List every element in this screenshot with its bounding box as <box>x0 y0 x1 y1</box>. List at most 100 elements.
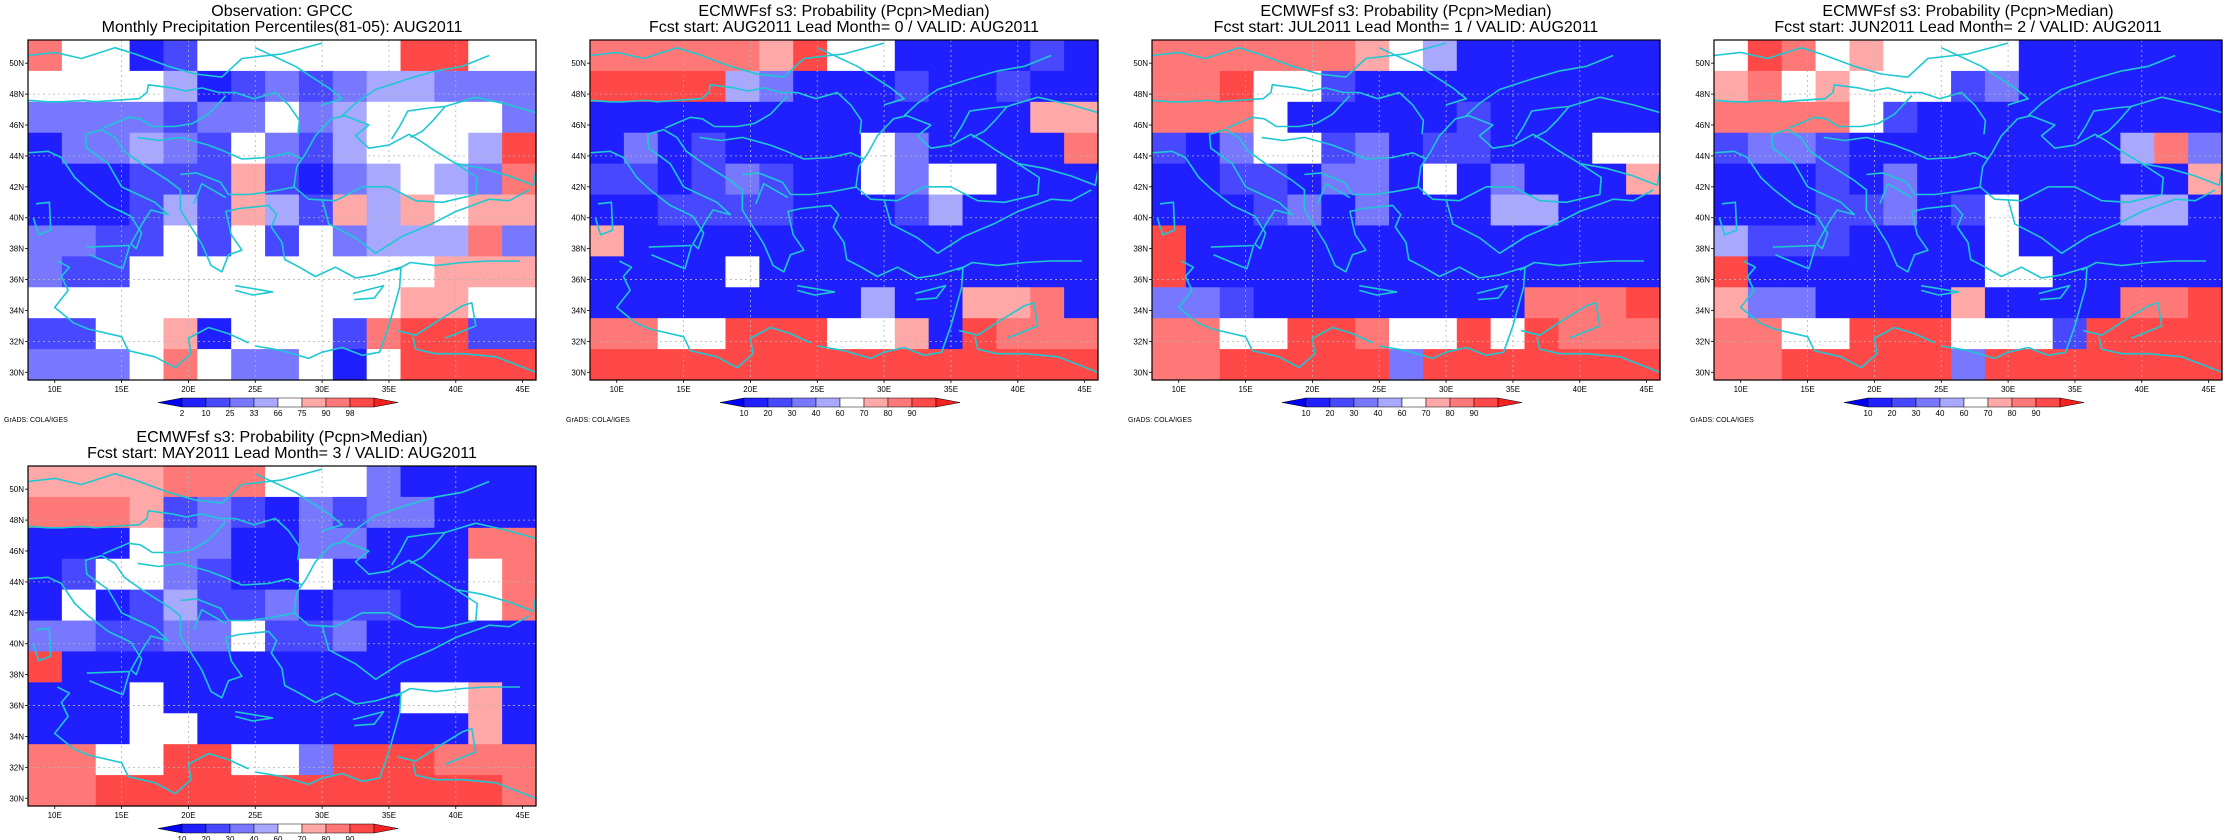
heatmap-cell <box>1984 349 2020 381</box>
heatmap-cell <box>298 163 334 196</box>
colorbar-segment <box>911 397 937 408</box>
heatmap-cell <box>28 132 63 165</box>
heatmap-cell <box>1917 287 1952 319</box>
heatmap-cell <box>197 318 232 350</box>
y-tick-label: 46N <box>1133 121 1148 130</box>
heatmap-cell <box>434 194 469 227</box>
heatmap-cell <box>28 682 63 714</box>
y-tick-label: 30N <box>571 368 586 377</box>
heatmap-cell <box>691 318 727 350</box>
heatmap-cell <box>2154 349 2189 381</box>
heatmap-cell <box>1064 225 1099 257</box>
heatmap-cell <box>332 287 368 319</box>
heatmap-cell <box>1883 194 1918 227</box>
heatmap-cell <box>1951 225 1986 257</box>
colorbar-label: 70 <box>298 835 307 840</box>
heatmap-cell <box>1849 287 1884 319</box>
x-tick-label: 10E <box>1172 385 1186 394</box>
heatmap-cell <box>502 744 537 776</box>
heatmap-cell <box>1030 132 1065 165</box>
coastline <box>455 162 536 187</box>
heatmap-cell <box>95 558 131 591</box>
y-tick-label: 34N <box>571 306 586 315</box>
heatmap-cell <box>400 256 435 288</box>
heatmap-cell <box>1422 256 1458 288</box>
coastline <box>2038 284 2071 301</box>
heatmap-cell <box>996 256 1031 288</box>
heatmap-cell <box>860 163 896 196</box>
coastline <box>952 105 1008 140</box>
heatmap-cell <box>2188 40 2223 72</box>
coastline <box>2007 189 2216 255</box>
heatmap-cell <box>1253 349 1289 381</box>
heatmap-cell <box>298 318 334 350</box>
heatmap-cell <box>28 775 63 807</box>
y-tick-label: 40N <box>1133 214 1148 223</box>
heatmap-cell <box>231 775 266 807</box>
heatmap-cell <box>2120 256 2155 288</box>
heatmap-cell <box>1524 287 1559 319</box>
heatmap-cell <box>691 194 727 227</box>
heatmap-cell <box>793 318 828 350</box>
heatmap-cell <box>1626 70 1661 103</box>
coastline <box>1536 336 1660 374</box>
coastline <box>1006 96 1098 114</box>
heatmap-cell <box>1355 349 1390 381</box>
colorbar-segment <box>1497 397 1523 408</box>
heatmap-cell <box>502 101 537 134</box>
heatmap-cell <box>691 225 727 257</box>
heatmap-cell <box>468 775 503 807</box>
colorbar-segment <box>205 397 231 408</box>
heatmap-cell <box>468 40 503 72</box>
colorbar-segment <box>277 397 303 408</box>
x-tick-label: 35E <box>382 811 396 820</box>
chart-subtitle: Fcst start: AUG2011 Lead Month= 0 / VALI… <box>649 19 1039 36</box>
heatmap-cell <box>2188 132 2223 165</box>
heatmap-cell <box>1030 40 1065 72</box>
heatmap-cell <box>1185 101 1221 134</box>
heatmap-cell <box>366 466 402 498</box>
coastline <box>590 84 863 135</box>
heatmap-cell <box>1951 194 1986 227</box>
coastline <box>699 136 865 160</box>
coastline <box>1177 260 1373 369</box>
heatmap-cell <box>590 225 625 257</box>
heatmap-cell <box>827 70 862 103</box>
heatmap-cell <box>298 101 334 134</box>
heatmap-cell <box>962 40 997 72</box>
heatmap-cell <box>1984 225 2020 257</box>
y-tick-label: 30N <box>9 368 24 377</box>
heatmap-cell <box>1558 194 1593 227</box>
heatmap-cell <box>1714 287 1749 319</box>
colorbar-label: 10 <box>178 835 187 840</box>
x-tick-label: 20E <box>1867 385 1881 394</box>
heatmap-cell <box>623 70 659 103</box>
colorbar-segment <box>1305 397 1331 408</box>
heatmap-cell <box>434 287 469 319</box>
heatmap-cell <box>298 713 334 745</box>
colorbar-segment <box>1867 397 1893 408</box>
heatmap-cell <box>827 225 862 257</box>
heatmap-cell <box>366 620 402 653</box>
heatmap-cell <box>434 558 469 591</box>
coastline <box>180 172 296 196</box>
plot-frame <box>27 39 537 381</box>
heatmap-cell <box>468 318 503 350</box>
chart-subtitle: Fcst start: JUN2011 Lead Month= 2 / VALI… <box>1774 19 2161 36</box>
coastline <box>28 468 323 504</box>
heatmap-cell <box>1389 132 1424 165</box>
heatmap-cell <box>1815 163 1851 196</box>
colorbar-label: 90 <box>346 835 355 840</box>
heatmap-cell <box>894 318 930 350</box>
colorbar-label: 70 <box>860 409 869 418</box>
heatmap-cell <box>197 225 232 257</box>
heatmap-cell <box>1951 318 1986 350</box>
coastline <box>1378 46 1467 106</box>
coastline <box>352 710 385 727</box>
coastline <box>1152 42 1447 78</box>
coastline <box>1866 172 1982 196</box>
x-tick-label: 20E <box>181 385 195 394</box>
heatmap-cell <box>590 163 625 196</box>
y-tick-label: 38N <box>571 245 586 254</box>
y-tick-label: 32N <box>1133 337 1148 346</box>
